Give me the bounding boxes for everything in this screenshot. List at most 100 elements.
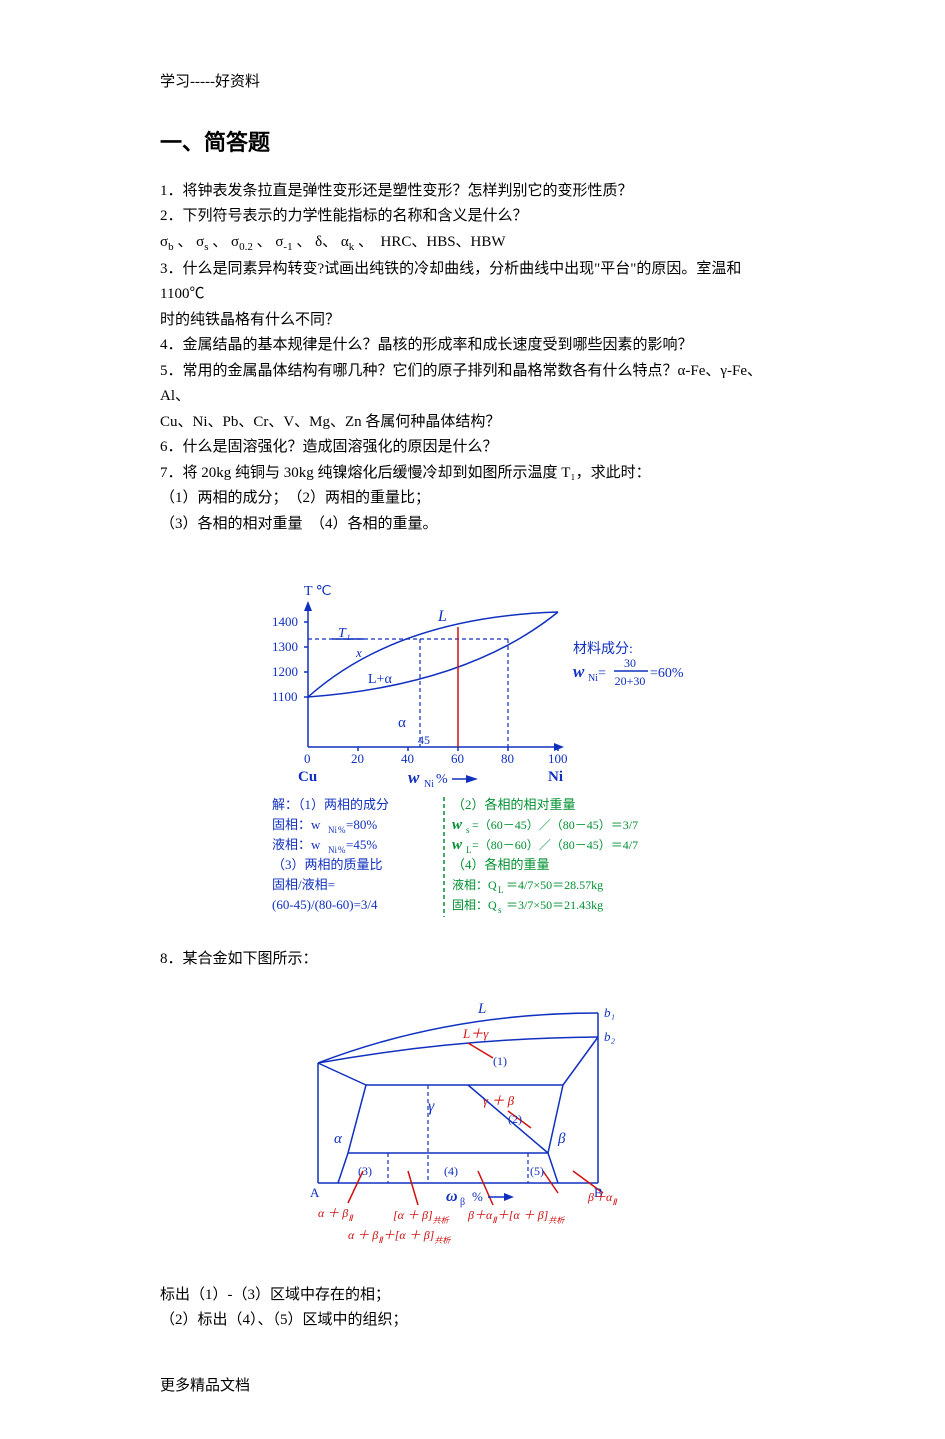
sol-l1b: =80%	[346, 817, 377, 832]
sub: b	[168, 241, 174, 253]
q8b: （2）标出（4）、（5）区域中的组织；	[160, 1308, 785, 1334]
sub-s: s	[466, 825, 470, 835]
q7c: （3）各相的相对重量 （4）各相的重量。	[160, 512, 785, 538]
r4: β＋αⅡ	[587, 1190, 618, 1207]
sol-g3: w	[452, 837, 463, 853]
sub: s	[204, 241, 208, 253]
Ni-label: Ni	[548, 769, 563, 785]
svg-text:%: %	[338, 845, 346, 855]
sol-g1: （2）各相的相对重量	[452, 797, 576, 812]
Cu-label: Cu	[298, 769, 317, 785]
pct2: %	[472, 1189, 483, 1204]
r1: α ＋ βⅡ	[318, 1206, 354, 1223]
side-end: =60%	[650, 666, 684, 681]
q7b: （1）两相的成分； （2）两相的重量比；	[160, 486, 785, 512]
sol-g2b: =（60－45）／（80－45）＝3/7	[472, 818, 638, 832]
xtick: 40	[401, 751, 414, 766]
sol-l5: (60-45)/(80-60)=3/4	[272, 897, 378, 912]
q7a: 7．将 20kg 纯铜与 30kg 纯镍熔化后缓慢冷却到如图所示温度 T₁，求此…	[160, 461, 785, 487]
b1: b₁	[604, 1005, 615, 1020]
sol-g6: 固相：Q	[452, 898, 497, 912]
L: L	[477, 1001, 486, 1017]
sym: 、 σ	[212, 234, 239, 250]
sol-l2: 液相：w	[272, 837, 321, 852]
sol-l3: （3）两相的质量比	[272, 857, 383, 872]
wni: w	[408, 768, 420, 787]
q5b: Cu、Ni、Pb、Cr、V、Mg、Zn 各属何种晶体结构？	[160, 410, 785, 436]
sub-L: L	[466, 845, 472, 855]
r5: α ＋ βⅡ＋[α ＋ β]共析	[348, 1228, 451, 1245]
b2: b₂	[604, 1029, 616, 1044]
sym: σ	[160, 234, 168, 250]
t45-label: 45	[418, 733, 430, 747]
page-footer: 更多精品文档	[160, 1374, 785, 1400]
tail: 、 HRC、HBS、HBW	[358, 234, 506, 250]
ylabel: T ℃	[304, 584, 332, 599]
figure-cu-ni: 1100 1200 1300 1400 0 20 40 60 80 100 T …	[238, 557, 708, 927]
figure-eutectoid: L L＋γ (1) γ γ ＋ β (2) α β (3) (4) (5) b₁…	[258, 993, 688, 1263]
pct: %	[436, 772, 448, 787]
xtick: 20	[351, 751, 364, 766]
ytick: 1100	[272, 689, 298, 704]
side-w: w	[573, 662, 585, 681]
n5: (5)	[530, 1164, 544, 1178]
alpha-label: α	[398, 715, 406, 731]
sol-sub2: Ni	[328, 845, 337, 855]
wni-sub: Ni	[424, 779, 434, 790]
sub-s2: s	[498, 905, 502, 915]
q3b: 时的纯铁晶格有什么不同？	[160, 308, 785, 334]
sym: 、 δ、 α	[296, 234, 348, 250]
q8: 8．某合金如下图所示：	[160, 947, 785, 973]
n4: (4)	[444, 1164, 458, 1178]
sol-sub: Ni	[328, 825, 337, 835]
q6: 6．什么是固溶强化？造成固溶强化的原因是什么？	[160, 435, 785, 461]
sol-l4: 固相/液相=	[272, 877, 335, 892]
xtick: 60	[451, 751, 464, 766]
xtick: 80	[501, 751, 514, 766]
frac-top: 30	[624, 656, 636, 670]
wb-sub: β	[460, 1197, 465, 1208]
sub: k	[349, 241, 355, 253]
section-title: 一、简答题	[160, 124, 785, 161]
n2: (2)	[508, 1112, 522, 1126]
q2: 2．下列符号表示的力学性能指标的名称和含义是什么？	[160, 204, 785, 230]
q3a: 3．什么是同素异构转变?试画出纯铁的冷却曲线，分析曲线中出现"平台"的原因。室温…	[160, 257, 785, 308]
q1: 1．将钟表发条拉直是弹性变形还是塑性变形？怎样判别它的变形性质？	[160, 179, 785, 205]
sub-L2: L	[498, 885, 504, 895]
r3: β＋αⅡ＋[α ＋ β]共析	[467, 1208, 565, 1225]
ytick: 1400	[272, 614, 298, 629]
A: A	[310, 1185, 320, 1200]
sym: 、 σ	[177, 234, 204, 250]
sol-g3b: =（80－60）／（80－45）＝4/7	[472, 838, 638, 852]
Lg: L＋γ	[462, 1026, 489, 1041]
sol-g4: （4）各相的重量	[452, 857, 550, 872]
q4: 4．金属结晶的基本规律是什么？晶核的形成率和成长速度受到哪些因素的影响？	[160, 333, 785, 359]
sol-g5b: ＝4/7×50＝28.57kg	[506, 878, 603, 892]
La-label: L+α	[368, 672, 392, 687]
r2: [α ＋ β]共析	[393, 1208, 450, 1225]
xtick: 0	[304, 751, 311, 766]
sol-g6b: ＝3/7×50＝21.43kg	[506, 898, 603, 912]
side-title: 材料成分:	[573, 641, 633, 657]
svg-text:%: %	[338, 825, 346, 835]
sol-title: 解：（1）两相的成分	[272, 797, 389, 812]
sym: 、 σ	[257, 234, 284, 250]
gamma: γ	[428, 1098, 435, 1115]
q5a: 5．常用的金属晶体结构有哪几种？它们的原子排列和晶格常数各有什么特点？α-Fe、…	[160, 359, 785, 410]
sol-g5: 液相：Q	[452, 877, 497, 892]
sol-g2: w	[452, 817, 463, 833]
side-sub: Ni	[588, 673, 598, 684]
gb: γ ＋ β	[483, 1093, 515, 1108]
side-eq: =	[598, 666, 606, 681]
wb: ω	[446, 1188, 458, 1205]
n1: (1)	[493, 1054, 507, 1068]
sub: 0.2	[239, 241, 253, 253]
ytick: 1200	[272, 664, 298, 679]
sol-l2b: =45%	[346, 837, 377, 852]
xtick: 100	[548, 751, 568, 766]
beta: β	[557, 1131, 566, 1147]
symbols-line: σb 、 σs 、 σ0.2 、 σ-1 、 δ、 αk 、 HRC、HBS、H…	[160, 230, 785, 257]
sub: -1	[283, 241, 292, 253]
frac-bot: 20+30	[614, 674, 645, 688]
n3: (3)	[358, 1164, 372, 1178]
